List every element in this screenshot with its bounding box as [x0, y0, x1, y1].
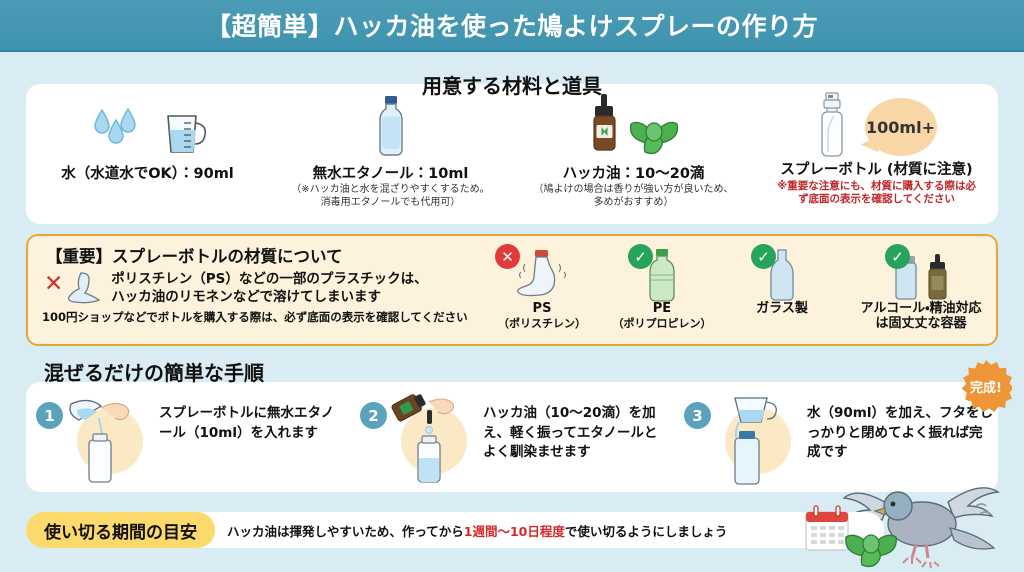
- step-item-2: 2 ハッカ油（10〜20滴）を加え、軽く振ってエタノ: [350, 382, 674, 492]
- material-option-sublabel: （ポリスチレン）: [498, 316, 586, 330]
- mint-leaf-icon: [845, 534, 897, 568]
- calendar-icon: [805, 505, 849, 551]
- step-item-1: 1 スプレーボトルに無水エタノール（10ml）を入れます: [26, 382, 350, 492]
- material-option-glass: ✓ ガラス製: [726, 244, 838, 317]
- material-option-pe: ✓ PE （ポリプロピレン）: [606, 244, 718, 330]
- check-badge-icon: ✓: [628, 244, 653, 269]
- x-mark-icon: ✕: [44, 271, 64, 297]
- usage-text-after: で使い切るようにしましょう: [564, 523, 728, 539]
- pouring-ethanol-into-bottle-icon: [63, 388, 159, 488]
- warning-body-line2: ハッカ油のリモネンなどで溶けてしまいます: [111, 289, 382, 306]
- material-name: スプレーボトル (材質に注意): [780, 162, 973, 178]
- material-name: ハッカ油：10〜20滴: [562, 166, 705, 182]
- material-item-water: 水（水道水でOK）：90ml: [26, 92, 269, 222]
- important-material-warning-box: 【重要】スプレーボトルの材質について ✕ ポリスチレン（PS）などの一部のプラス…: [26, 234, 998, 346]
- melted-bottle-icon: [68, 272, 101, 304]
- material-option-label: PE: [652, 301, 672, 316]
- spray-bottle-icon: 100ml+: [815, 92, 939, 158]
- step-text: 水（90ml）を加え、フタをしっかりと閉めてよく振れば完成です: [807, 405, 993, 461]
- warning-heading: 【重要】スプレーボトルの材質について: [42, 243, 347, 267]
- step-text: スプレーボトルに無水エタノール（10ml）を入れます: [159, 405, 335, 441]
- pouring-water-into-bottle-icon: [711, 388, 807, 488]
- warning-body: ポリスチレン（PS）などの一部のプラスチックは、 ハッカ油のリモネンなどで溶けて…: [111, 270, 427, 306]
- material-item-ethanol: 無水エタノール：10ml （※ハッカ油と水を混ざりやすくするため。消毒用エタノー…: [269, 92, 512, 222]
- usage-period-text: ハッカ油は揮発しやすいため、作ってから1週間〜10日程度で使い切るようにしましょ…: [227, 521, 727, 540]
- dropper-adding-oil-icon: [387, 388, 483, 488]
- material-option-label: ガラス製: [756, 301, 808, 316]
- page-title: 【超簡単】ハッカ油を使った鳩よけスプレーの作り方: [205, 12, 818, 41]
- step-number: 2: [360, 402, 387, 429]
- glass-bottle-icon: [770, 249, 794, 301]
- materials-section-title: 用意する材料と道具: [422, 74, 602, 98]
- pe-green-bottle-icon: [649, 249, 675, 302]
- usage-text-before: ハッカ油は揮発しやすいため、作ってから: [227, 523, 464, 539]
- material-option-alcohol-resistant: ✓ アルコール・精油対応 は固丈丈な容器: [846, 244, 996, 332]
- material-name: 水（水道水でOK）：90ml: [61, 166, 234, 182]
- hakka-oil-dropper-bottle-icon: [587, 92, 681, 158]
- material-note: ※重要な注意にも、材質に購入する際は必ず底面の表示を確認してください: [777, 180, 976, 206]
- material-note: （※ハッカ油と水を混ざりやすくするため。消毒用エタノールでも代用可）: [291, 184, 490, 208]
- ethanol-bottle-icon: [374, 92, 408, 158]
- page-header: 【超簡単】ハッカ油を使った鳩よけスプレーの作り方: [0, 0, 1024, 52]
- warning-footnote: 100円ショップなどでボトルを購入する際は、必ず底面の表示を確認してください: [42, 310, 468, 325]
- usage-period-bar: 使い切る期間の目安 ハッカ油は揮発しやすいため、作ってから1週間〜10日程度で使…: [26, 512, 884, 548]
- check-badge-icon: ✓: [885, 244, 910, 269]
- material-option-sublabel: は固丈丈な容器: [875, 315, 967, 331]
- material-option-label: アルコール・精油対応: [860, 301, 982, 316]
- material-compatibility-list: ✕ PS （ポリスチレン） ✓: [486, 236, 996, 344]
- materials-grid: 水（水道水でOK）：90ml 無水エタノール：10ml （※ハッカ油と水を混ざり…: [26, 92, 998, 222]
- essential-oil-bottle-icon: [928, 254, 947, 300]
- material-option-label: PS: [532, 301, 552, 316]
- melted-ps-bottle-icon: [517, 250, 567, 297]
- water-drops-and-measuring-cup-icon: [88, 92, 208, 158]
- completion-badge-label: 完成!: [970, 380, 1002, 396]
- step-text: ハッカ油（10〜20滴）を加え、軽く振ってエタノールとよく馴染ませます: [483, 405, 658, 461]
- material-item-spray-bottle: 100ml+ スプレーボトル (材質に注意) ※重要な注意にも、材質に購入する際…: [755, 92, 998, 222]
- material-option-sublabel: （ポリプロピレン）: [612, 316, 712, 330]
- material-note: （鳩よけの場合は香りが強い方が良いため、多めがおすすめ）: [533, 184, 734, 208]
- steps-grid: 1 スプレーボトルに無水エタノール（10ml）を入れます 2: [26, 382, 998, 492]
- material-item-hakka-oil: ハッカ油：10〜20滴 （鳩よけの場合は香りが強い方が良いため、多めがおすすめ）: [512, 92, 755, 222]
- steps-section-title: 混ぜるだけの簡単な手順: [44, 361, 264, 385]
- mint-leaf-icon: [629, 121, 678, 155]
- warning-body-line1: ポリスチレン（PS）などの一部のプラスチックは、: [111, 271, 428, 287]
- completion-badge: 完成!: [960, 360, 1012, 412]
- step-item-3: 3 水（90ml）を加え、フタをしっかりと閉めてよく振れば完成です: [674, 382, 998, 492]
- material-option-ps: ✕ PS （ポリスチレン）: [486, 244, 598, 330]
- material-name: 無水エタノール：10ml: [312, 166, 469, 182]
- steps-card: 1 スプレーボトルに無水エタノール（10ml）を入れます 2: [26, 382, 998, 492]
- step-number: 1: [36, 402, 63, 429]
- usage-text-highlight: 1週間〜10日程度: [463, 523, 565, 539]
- warning-text-block: 【重要】スプレーボトルの材質について ✕ ポリスチレン（PS）などの一部のプラス…: [28, 236, 486, 344]
- spray-bottle-volume-bubble: 100ml+: [866, 117, 935, 137]
- check-badge-icon: ✓: [751, 244, 776, 269]
- x-badge-icon: ✕: [495, 244, 520, 269]
- usage-period-label: 使い切る期間の目安: [26, 512, 215, 548]
- step-number: 3: [684, 402, 711, 429]
